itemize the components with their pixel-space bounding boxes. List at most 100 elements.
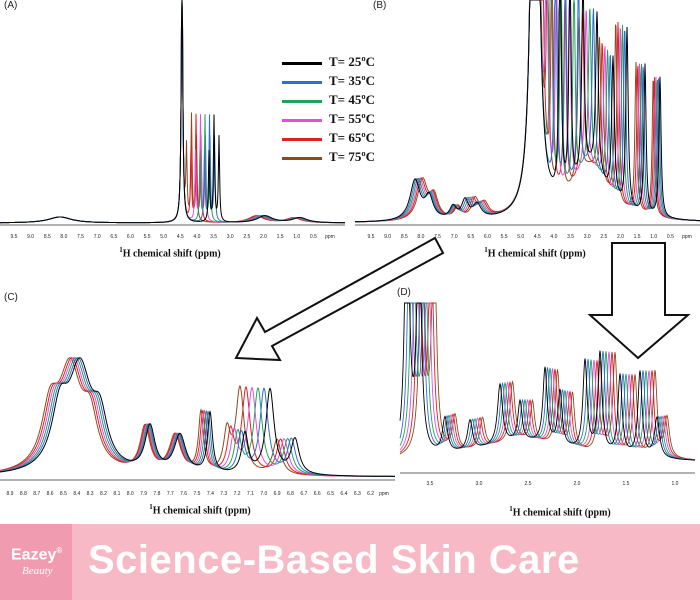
panel-a-tick-label: 8.0 bbox=[60, 234, 67, 240]
panel-b-tick-label: 5.0 bbox=[517, 234, 524, 240]
legend-swatch-75 bbox=[282, 157, 322, 160]
panel-a-tick-label: 6.5 bbox=[110, 234, 117, 240]
panel-c-tick-label: 8.6 bbox=[47, 491, 54, 497]
panel-b-tick-label: ppm bbox=[682, 234, 692, 240]
logo-line1: Eazey bbox=[11, 546, 57, 564]
panel-c-x-title-text: H chemical shift (ppm) bbox=[152, 505, 251, 517]
legend-label-65: T= 65ºC bbox=[329, 130, 376, 145]
legend-label-25: T= 25ºC bbox=[329, 54, 376, 69]
panel-a-tick-label: 2.5 bbox=[243, 234, 250, 240]
panel-d-tick-label: 2.5 bbox=[525, 481, 532, 487]
panel-c-tick-label: 8.0 bbox=[127, 491, 134, 497]
panel-b-series-25 bbox=[355, 0, 700, 223]
panel-a-tick-label: 4.5 bbox=[177, 234, 184, 240]
panel-a-tick-label: 4.0 bbox=[193, 234, 200, 240]
legend-swatch-35 bbox=[282, 81, 322, 84]
panel-a-tick-label: 0.5 bbox=[310, 234, 317, 240]
panel-c-tick-label: 7.3 bbox=[220, 491, 227, 497]
panel-d-x-title-prefix: 1 bbox=[509, 505, 513, 513]
panel-a-tick-label: 9.5 bbox=[11, 234, 18, 240]
panel-b-tick-label: 2.0 bbox=[617, 234, 624, 240]
panel-c: (C) 8.9 8.8 8.7 8.6 8.5 8.4 8.3 8.2 8.1 8.0 7.9 7.8… bbox=[0, 285, 395, 520]
panel-b-tick-label: 9.5 bbox=[368, 234, 375, 240]
panel-c-series-45 bbox=[0, 357, 395, 477]
panel-d-tick-label: 3.5 bbox=[427, 481, 434, 487]
legend-item-75: T= 75ºC bbox=[282, 149, 392, 168]
panel-b-tick-label: 8.5 bbox=[401, 234, 408, 240]
panel-a-tick-label: 7.5 bbox=[77, 234, 84, 240]
panel-b-tick-label: 5.5 bbox=[501, 234, 508, 240]
legend-label-75: T= 75ºC bbox=[329, 149, 376, 164]
panel-a-x-title: 1H chemical shift (ppm) bbox=[60, 246, 280, 259]
panel-a-tick-label: 8.5 bbox=[44, 234, 51, 240]
panel-c-series-65 bbox=[0, 357, 395, 477]
panel-c-tick-label: 8.7 bbox=[33, 491, 40, 497]
panel-c-tick-label: 6.9 bbox=[274, 491, 281, 497]
panel-b-x-title: 1H chemical shift (ppm) bbox=[425, 246, 645, 259]
panel-a-tick-label: 5.5 bbox=[144, 234, 151, 240]
panel-a-x-title-prefix: 1 bbox=[119, 246, 123, 254]
panel-b-tick-label: 9.0 bbox=[384, 234, 391, 240]
panel-c-spectrum: 8.9 8.8 8.7 8.6 8.5 8.4 8.3 8.2 8.1 8.0 7.9 7.8 7.7 7… bbox=[0, 357, 395, 497]
panel-d: (D) 3.5 3.0 2.5 2.0 1.5 1.0 1H chemical shift… bbox=[395, 285, 700, 520]
panel-c-tick-label: 6.5 bbox=[327, 491, 334, 497]
panel-b-tick-label: 3.5 bbox=[567, 234, 574, 240]
legend-label-45: T= 45ºC bbox=[329, 92, 376, 107]
panel-d-tick-label: 3.0 bbox=[476, 481, 483, 487]
panel-c-tick-label: ppm bbox=[379, 491, 389, 497]
panel-d-x-title: 1H chemical shift (ppm) bbox=[450, 505, 670, 518]
panel-b-tick-label: 6.5 bbox=[467, 234, 474, 240]
panel-d-tick-label: 2.0 bbox=[574, 481, 581, 487]
panel-c-tick-label: 8.1 bbox=[113, 491, 120, 497]
panel-b-x-title-prefix: 1 bbox=[484, 246, 488, 254]
panel-c-x-title-prefix: 1 bbox=[149, 503, 153, 511]
panel-c-tick-label: 7.2 bbox=[234, 491, 241, 497]
panel-d-series-35 bbox=[399, 302, 696, 461]
panel-a-x-title-text: H chemical shift (ppm) bbox=[122, 248, 221, 260]
banner-title: Science-Based Skin Care bbox=[88, 538, 580, 582]
panel-b-tick-label: 1.5 bbox=[634, 234, 641, 240]
legend-label-35: T= 35ºC bbox=[329, 73, 376, 88]
legend-item-35: T= 35ºC bbox=[282, 73, 392, 92]
panel-c-tick-label: 7.7 bbox=[167, 491, 174, 497]
panel-c-tick-label: 6.7 bbox=[300, 491, 307, 497]
panel-a-tick-label: 1.0 bbox=[293, 234, 300, 240]
legend-item-65: T= 65ºC bbox=[282, 130, 392, 149]
panel-c-tick-label: 7.5 bbox=[194, 491, 201, 497]
logo-registered-mark: ® bbox=[56, 546, 63, 555]
panel-a-tick-label: 6.0 bbox=[127, 234, 134, 240]
panel-b: (B) 9.5 9.0 8.5 8.0 7.5 7.0 6.5 6.0 5.5 5.0 4.5 4.0… bbox=[355, 0, 700, 265]
logo-wordmark: Eazey® bbox=[11, 546, 62, 564]
panel-a-tick-label: 2.0 bbox=[260, 234, 267, 240]
panel-b-tick-label: 1.0 bbox=[650, 234, 657, 240]
panel-c-tick-label: 6.6 bbox=[314, 491, 321, 497]
panel-b-tick-label: 7.5 bbox=[434, 234, 441, 240]
panel-c-tick-label: 7.0 bbox=[260, 491, 267, 497]
panel-c-tick-label: 7.4 bbox=[207, 491, 214, 497]
panel-c-tick-label: 8.4 bbox=[73, 491, 80, 497]
panel-d-x-title-text: H chemical shift (ppm) bbox=[512, 507, 611, 519]
legend-swatch-25 bbox=[282, 62, 322, 65]
legend-item-25: T= 25ºC bbox=[282, 54, 392, 73]
panel-d-tick-label: 1.0 bbox=[672, 481, 679, 487]
panel-a-label: (A) bbox=[4, 0, 18, 11]
panel-b-label: (B) bbox=[373, 0, 387, 11]
panel-a-tick-label: ppm bbox=[325, 234, 335, 240]
panel-b-tick-label: 7.0 bbox=[451, 234, 458, 240]
panel-b-tick-label: 8.0 bbox=[417, 234, 424, 240]
panel-c-tick-label: 6.2 bbox=[367, 491, 374, 497]
panel-c-series-75 bbox=[0, 357, 395, 477]
panel-b-x-title-text: H chemical shift (ppm) bbox=[487, 248, 586, 260]
panel-c-x-title: 1H chemical shift (ppm) bbox=[90, 503, 310, 516]
panel-a-tick-label: 3.5 bbox=[210, 234, 217, 240]
legend: T= 25ºC T= 35ºC T= 45ºC T= 55ºC T= 65ºC … bbox=[282, 54, 392, 168]
panel-a-tick-label: 7.0 bbox=[94, 234, 101, 240]
panel-d-tick-label: 1.5 bbox=[623, 481, 630, 487]
panel-a-tick-label: 1.5 bbox=[277, 234, 284, 240]
panel-c-tick-label: 7.8 bbox=[153, 491, 160, 497]
panel-b-tick-label: 6.0 bbox=[484, 234, 491, 240]
panel-a-tick-label: 3.0 bbox=[227, 234, 234, 240]
panel-b-tick-label: 2.5 bbox=[600, 234, 607, 240]
panel-c-series-35 bbox=[0, 357, 395, 477]
panel-c-series-55 bbox=[0, 357, 395, 477]
